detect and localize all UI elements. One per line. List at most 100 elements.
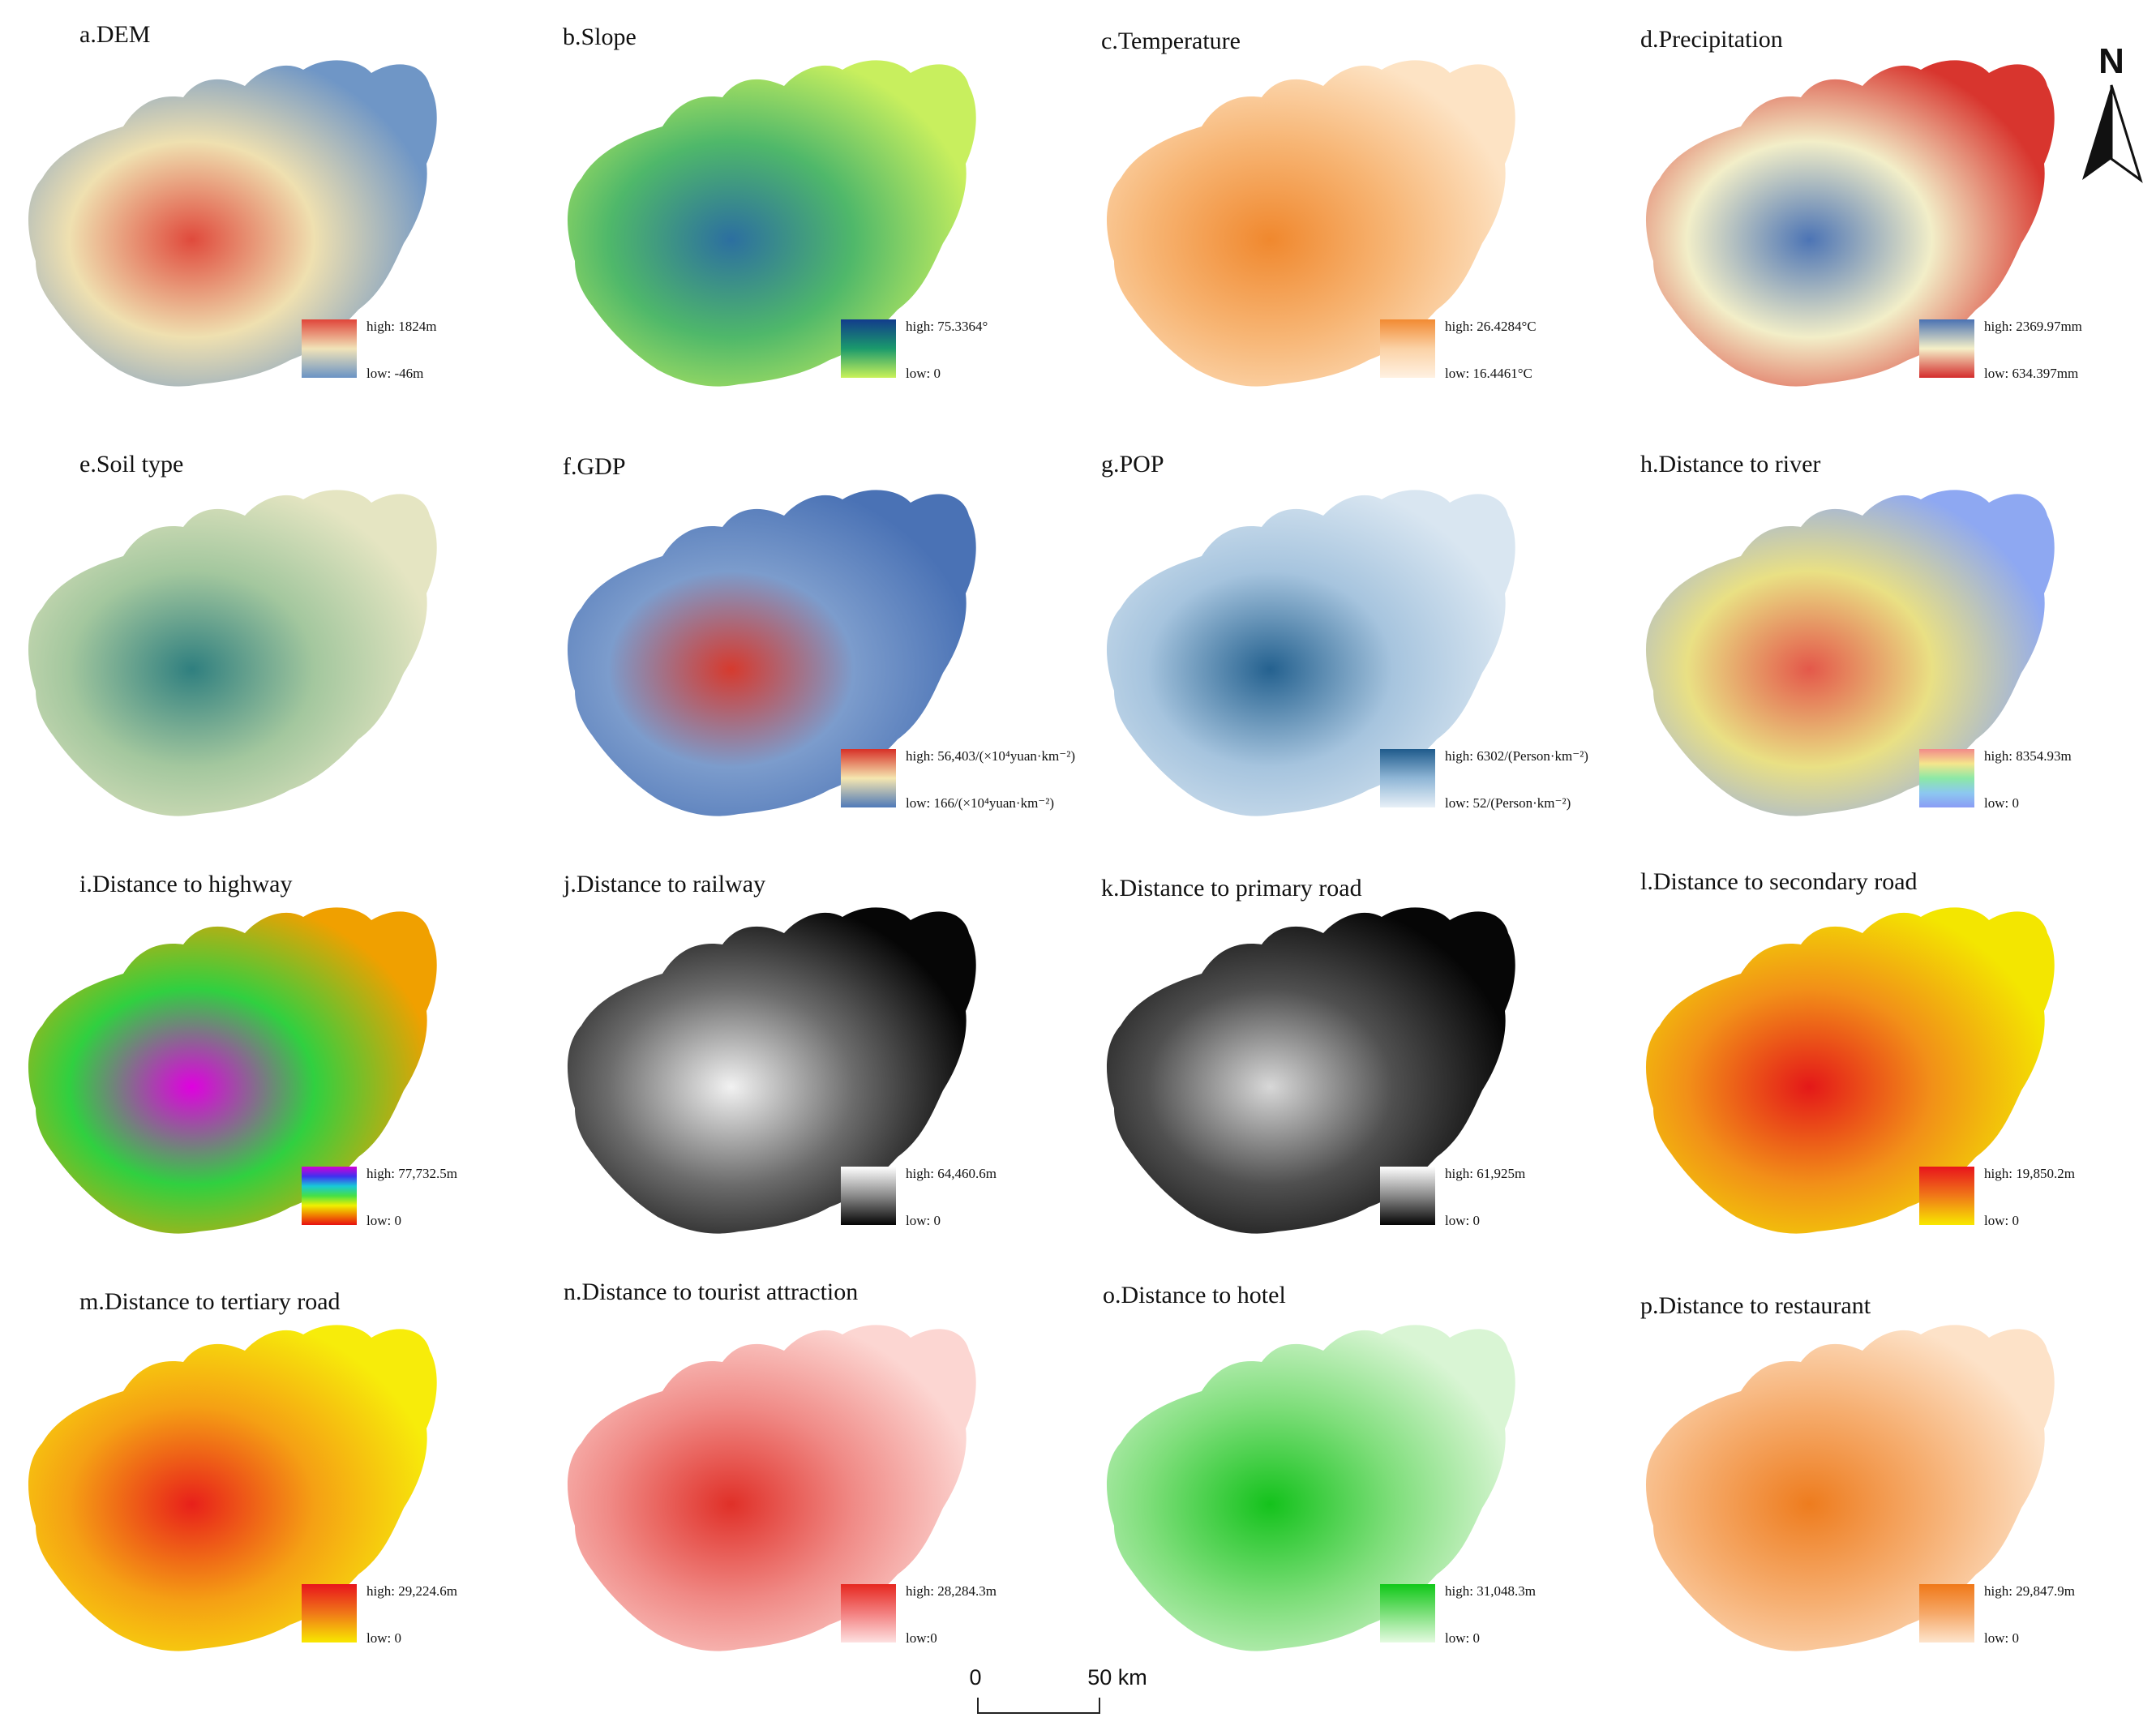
island-shape-i bbox=[28, 907, 437, 1234]
legend-b: high: 75.3364° low: 0 bbox=[841, 319, 988, 381]
legend-m: high: 29,224.6m low: 0 bbox=[302, 1583, 457, 1646]
legend-high-k: high: 61,925m bbox=[1445, 1166, 1525, 1181]
legend-o: high: 31,048.3m low: 0 bbox=[1380, 1583, 1536, 1646]
legend-j: high: 64,460.6m low: 0 bbox=[841, 1166, 997, 1228]
map-o bbox=[1106, 1325, 1515, 1651]
legend-high-a: high: 1824m bbox=[366, 319, 436, 334]
panel-k: k.Distance to primary road high: 61,925m l… bbox=[1101, 875, 1525, 1234]
legend-h: high: 8354.93m low: 0 bbox=[1919, 748, 2072, 811]
panel-title-i: i.Distance to highway bbox=[79, 871, 292, 897]
panel-title-n: n.Distance to tourist attraction bbox=[564, 1278, 858, 1305]
scale-bar-line bbox=[977, 1698, 1100, 1714]
legend-low-a: low: -46m bbox=[366, 366, 423, 381]
panel-m: m.Distance to tertiary road high: 29,224.… bbox=[28, 1288, 457, 1651]
legend-d: high: 2369.97mm low: 634.397mm bbox=[1919, 319, 2082, 381]
island-shape-g bbox=[1106, 490, 1515, 816]
island-shape-d bbox=[1645, 60, 2055, 387]
legend-high-i: high: 77,732.5m bbox=[366, 1166, 457, 1181]
panel-j: j.Distance to railway high: 64,460.6m low:… bbox=[563, 871, 997, 1234]
legend-high-d: high: 2369.97mm bbox=[1984, 319, 2082, 334]
legend-f: high: 56,403/(×10⁴yuan·km⁻²) low: 166/(×1… bbox=[841, 748, 1075, 811]
legend-ramp-a bbox=[302, 319, 357, 378]
panel-title-m: m.Distance to tertiary road bbox=[79, 1288, 341, 1315]
panel-f: f.GDP high: 56,403/(×10⁴yuan·km⁻²) low: 16… bbox=[563, 453, 1075, 816]
map-g bbox=[1106, 490, 1515, 816]
panel-title-j: j.Distance to railway bbox=[563, 871, 765, 897]
legend-low-d: low: 634.397mm bbox=[1984, 366, 2078, 381]
panel-title-f: f.GDP bbox=[563, 453, 626, 480]
legend-high-p: high: 29,847.9m bbox=[1984, 1583, 2075, 1599]
legend-c: high: 26.4284°C low: 16.4461°C bbox=[1380, 319, 1537, 381]
map-a bbox=[28, 60, 437, 387]
map-d bbox=[1645, 60, 2055, 387]
panel-title-p: p.Distance to restaurant bbox=[1640, 1292, 1871, 1319]
map-e bbox=[28, 490, 437, 816]
island-shape-b bbox=[567, 60, 976, 387]
legend-low-g: low: 52/(Person·km⁻²) bbox=[1445, 795, 1571, 811]
legend-ramp-i bbox=[302, 1167, 357, 1225]
legend-ramp-b bbox=[841, 319, 896, 378]
legend-ramp-d bbox=[1919, 319, 1974, 378]
panel-title-h: h.Distance to river bbox=[1640, 451, 1820, 478]
legend-high-m: high: 29,224.6m bbox=[366, 1583, 457, 1599]
panel-title-a: a.DEM bbox=[79, 21, 150, 48]
legend-high-n: high: 28,284.3m bbox=[906, 1583, 997, 1599]
legend-k: high: 61,925m low: 0 bbox=[1380, 1166, 1525, 1228]
scale-zero-label: 0 bbox=[969, 1665, 981, 1690]
legend-high-c: high: 26.4284°C bbox=[1445, 319, 1537, 334]
panel-title-l: l.Distance to secondary road bbox=[1640, 868, 1918, 895]
legend-ramp-k bbox=[1380, 1167, 1435, 1225]
panel-p: p.Distance to restaurant high: 29,847.9m l… bbox=[1640, 1292, 2075, 1651]
legend-low-f: low: 166/(×10⁴yuan·km⁻²) bbox=[906, 795, 1054, 811]
island-shape-l bbox=[1645, 907, 2055, 1234]
legend-high-b: high: 75.3364° bbox=[906, 319, 988, 334]
panel-l: l.Distance to secondary road high: 19,850… bbox=[1640, 868, 2075, 1234]
island-shape-f bbox=[567, 490, 976, 816]
map-k bbox=[1106, 907, 1515, 1234]
legend-p: high: 29,847.9m low: 0 bbox=[1919, 1583, 2075, 1646]
legend-n: high: 28,284.3m low:0 bbox=[841, 1583, 997, 1646]
map-m bbox=[28, 1325, 437, 1651]
island-shape-o bbox=[1106, 1325, 1515, 1651]
panel-title-k: k.Distance to primary road bbox=[1101, 875, 1362, 902]
legend-ramp-m bbox=[302, 1584, 357, 1642]
legend-ramp-c bbox=[1380, 319, 1435, 378]
legend-low-o: low: 0 bbox=[1445, 1630, 1480, 1646]
map-b bbox=[567, 60, 976, 387]
map-panels: a.DEM high: 1824m low: -46m b.Slope high: 75… bbox=[28, 21, 2082, 1651]
island-shape-h bbox=[1645, 490, 2055, 816]
panel-title-g: g.POP bbox=[1101, 451, 1164, 478]
scale-end-label: 50 km bbox=[1087, 1665, 1147, 1690]
legend-ramp-g bbox=[1380, 749, 1435, 807]
scale-bar: 0 50 km bbox=[969, 1665, 1147, 1714]
legend-ramp-j bbox=[841, 1167, 896, 1225]
legend-low-p: low: 0 bbox=[1984, 1630, 2019, 1646]
legend-ramp-h bbox=[1919, 749, 1974, 807]
legend-low-h: low: 0 bbox=[1984, 795, 2019, 811]
panel-e: e.Soil type bbox=[28, 451, 437, 816]
island-shape-c bbox=[1106, 60, 1515, 387]
map-f bbox=[567, 490, 976, 816]
legend-i: high: 77,732.5m low: 0 bbox=[302, 1166, 457, 1228]
map-h bbox=[1645, 490, 2055, 816]
panel-n: n.Distance to tourist attraction high: 28… bbox=[564, 1278, 997, 1651]
legend-l: high: 19,850.2m low: 0 bbox=[1919, 1166, 2075, 1228]
legend-low-c: low: 16.4461°C bbox=[1445, 366, 1532, 381]
panel-a: a.DEM high: 1824m low: -46m bbox=[28, 21, 437, 387]
panel-o: o.Distance to hotel high: 31,048.3m low: 0 bbox=[1103, 1282, 1536, 1651]
legend-high-o: high: 31,048.3m bbox=[1445, 1583, 1536, 1599]
panel-h: h.Distance to river high: 8354.93m low: 0 bbox=[1640, 451, 2072, 816]
map-p bbox=[1645, 1325, 2055, 1651]
north-label: N bbox=[2098, 41, 2124, 81]
north-arrow-right-icon bbox=[2110, 84, 2143, 183]
north-arrow: N bbox=[2082, 41, 2143, 183]
legend-high-l: high: 19,850.2m bbox=[1984, 1166, 2075, 1181]
legend-ramp-f bbox=[841, 749, 896, 807]
island-shape-a bbox=[28, 60, 437, 387]
legend-low-j: low: 0 bbox=[906, 1213, 941, 1228]
legend-low-i: low: 0 bbox=[366, 1213, 401, 1228]
legend-ramp-n bbox=[841, 1584, 896, 1642]
panel-c: c.Temperature high: 26.4284°C low: 16.4461… bbox=[1101, 28, 1537, 387]
north-arrow-left-icon bbox=[2082, 85, 2111, 180]
